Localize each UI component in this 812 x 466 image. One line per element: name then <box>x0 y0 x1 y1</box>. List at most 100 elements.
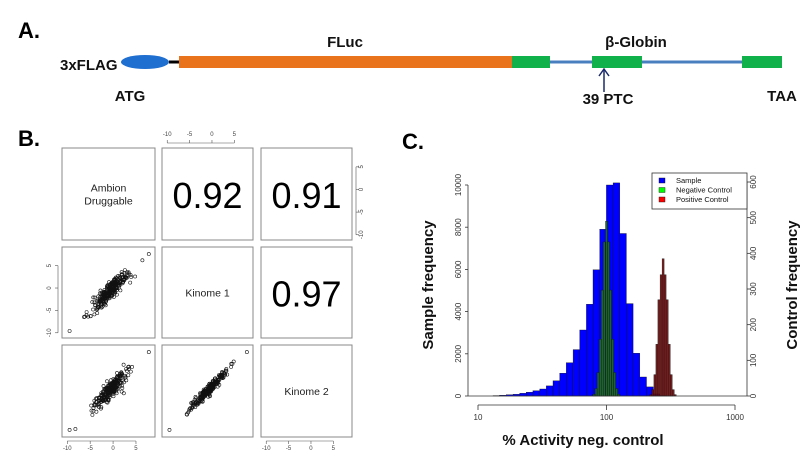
scatter-point <box>106 398 111 403</box>
scatter-point <box>98 296 102 301</box>
scatter-point <box>220 370 224 374</box>
axis-tick-label: -10 <box>262 446 271 452</box>
legend-swatch-negative-control <box>658 187 666 193</box>
y-tick-label-left: 6000 <box>454 260 463 278</box>
axis-tick-label: 5 <box>233 132 237 138</box>
y-axis-label-left: Sample frequency <box>420 220 437 350</box>
scatter-point <box>217 378 222 382</box>
scatter-point <box>212 379 217 384</box>
scatter-point <box>231 359 236 364</box>
panel-a-construct-diagram: A. 3xFLAG FLuc β-Globin ATG 39 PTC TAA <box>18 18 797 108</box>
histogram-bar-sample <box>586 304 594 397</box>
scatter-point <box>96 404 101 409</box>
histogram-bar-positive-control <box>657 299 661 397</box>
scatter-point <box>189 407 194 412</box>
scatter-point <box>190 400 195 405</box>
scatter-point <box>113 377 117 382</box>
scatter-point <box>67 428 72 432</box>
legend-label: Sample <box>676 176 701 185</box>
scatter-point <box>193 405 198 410</box>
scatter-point <box>118 371 123 376</box>
fluc-gene-bar <box>179 56 512 68</box>
histogram-bar-positive-control <box>672 389 675 397</box>
scatter-point <box>107 387 111 392</box>
axis-tick-label: 5 <box>47 263 53 267</box>
variable-label: Druggable <box>84 196 133 208</box>
scatter-point <box>205 388 210 393</box>
scatter-point <box>194 396 198 401</box>
histogram-bar-negative-control <box>594 388 598 397</box>
scatter-point <box>103 391 107 396</box>
legend-swatch-positive-control <box>658 196 666 203</box>
axis-tick-label: 5 <box>134 446 138 452</box>
scatter-point <box>105 387 110 392</box>
scatter-point <box>99 392 104 397</box>
axis-tick-label: 5 <box>332 446 336 452</box>
y-tick-label-right: 600 <box>749 175 758 189</box>
scatter-point <box>211 383 215 388</box>
y-tick-label-right: 200 <box>749 317 758 331</box>
scatter-point <box>109 378 114 383</box>
scatter-point <box>99 406 103 411</box>
y-axis-label-right: Control frequency <box>784 220 801 350</box>
histogram-bar-positive-control <box>661 258 665 397</box>
axis-tick-label: 5 <box>359 165 365 169</box>
scatter-point <box>91 295 96 300</box>
axis-tick-label: -10 <box>163 132 172 138</box>
scatter-point <box>108 293 113 298</box>
histogram-bar-positive-control <box>653 374 657 397</box>
histogram-bar-sample <box>612 182 620 397</box>
scatter-point <box>98 288 103 293</box>
histogram-bar-positive-control <box>655 344 659 397</box>
atg-label: ATG <box>115 88 146 105</box>
histogram-bar-positive-control <box>659 274 663 397</box>
scatter-point <box>114 384 118 389</box>
scatter-point <box>73 427 78 431</box>
scatter-point <box>67 329 72 333</box>
pairs-panel-1-2 <box>260 246 353 339</box>
histogram-bar-negative-control <box>596 372 600 397</box>
y-tick-label-right: 300 <box>749 282 758 296</box>
axis-tick-label: -10 <box>63 446 72 452</box>
scatter-point <box>198 395 203 400</box>
axis-tick-label: 0 <box>111 446 115 452</box>
scatter-point <box>197 400 202 405</box>
pairs-panel-0-2 <box>260 147 353 241</box>
scatter-point <box>146 252 151 256</box>
beta-globin-label: β-Globin <box>605 34 667 51</box>
scatter-point <box>92 402 97 407</box>
scatter-point <box>130 364 135 369</box>
scatter-point <box>111 394 116 399</box>
histogram-bar-sample <box>572 349 580 397</box>
scatter-point <box>125 368 129 373</box>
scatter-point <box>97 402 102 407</box>
axis-tick-label: 0 <box>47 286 53 290</box>
y-tick-label-right: 100 <box>749 353 758 367</box>
scatter-point <box>115 292 119 297</box>
legend-box <box>651 172 748 210</box>
legend-label: Positive Control <box>676 195 729 204</box>
scatter-point <box>104 298 109 303</box>
axis-tick-label: 0 <box>309 446 313 452</box>
variable-label: Kinome 1 <box>185 288 230 300</box>
histogram-plot-area: 0 2000 4000 6000 8000 10000 0 100 200 300 400 500 60… <box>454 172 758 422</box>
correlation-value: 0.91 <box>271 175 341 216</box>
scatter-point <box>220 375 225 380</box>
scatter-point <box>82 314 87 319</box>
scatter-point <box>121 362 126 367</box>
scatter-point <box>217 382 222 387</box>
histogram-bar-sample <box>566 362 574 397</box>
x-tick-label: 1000 <box>726 413 744 422</box>
scatter-point <box>103 387 108 392</box>
taa-label: TAA <box>767 88 797 105</box>
y-tick-label-left: 0 <box>454 393 463 398</box>
scatter-point <box>120 281 125 286</box>
histogram-bar-positive-control <box>666 299 669 397</box>
histogram-bar-sample <box>579 329 587 397</box>
scatter-point <box>89 403 94 408</box>
scatter-point <box>91 408 96 413</box>
histogram-bar-negative-control <box>599 339 602 397</box>
variable-label: Ambion <box>91 183 127 195</box>
